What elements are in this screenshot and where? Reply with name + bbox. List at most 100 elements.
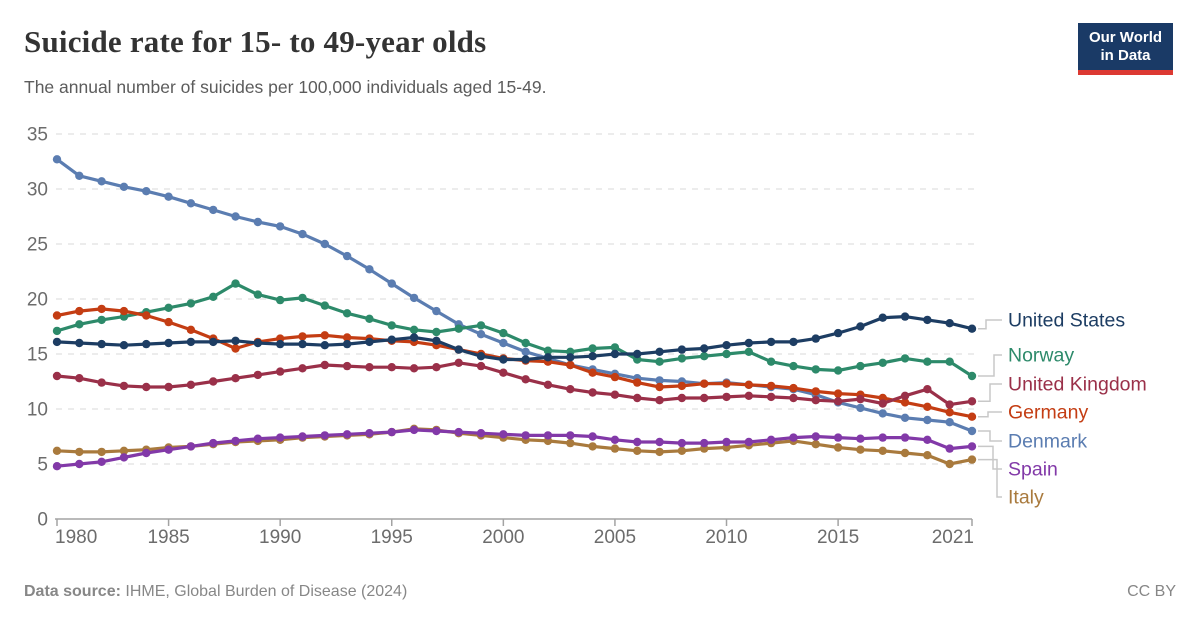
- data-point-denmark[interactable]: [387, 279, 396, 288]
- data-point-united-kingdom[interactable]: [164, 382, 173, 392]
- data-point-norway[interactable]: [543, 346, 553, 355]
- data-point-denmark[interactable]: [476, 330, 486, 339]
- data-point-united-kingdom[interactable]: [275, 367, 285, 376]
- data-point-germany[interactable]: [766, 381, 776, 391]
- data-point-germany[interactable]: [744, 380, 754, 389]
- data-point-italy[interactable]: [923, 451, 932, 460]
- data-point-norway[interactable]: [900, 354, 910, 363]
- data-point-united-states[interactable]: [744, 338, 754, 348]
- data-point-united-kingdom[interactable]: [967, 397, 977, 406]
- data-point-united-states[interactable]: [766, 337, 776, 347]
- line-denmark[interactable]: [55, 157, 974, 433]
- data-point-denmark[interactable]: [365, 265, 374, 274]
- data-point-spain[interactable]: [521, 431, 530, 440]
- data-point-united-kingdom[interactable]: [231, 374, 240, 383]
- data-point-denmark[interactable]: [320, 239, 330, 249]
- data-point-norway[interactable]: [677, 354, 687, 363]
- data-point-norway[interactable]: [789, 361, 798, 371]
- data-point-spain[interactable]: [543, 431, 553, 440]
- data-point-norway[interactable]: [253, 290, 263, 299]
- data-point-italy[interactable]: [97, 447, 106, 457]
- data-point-norway[interactable]: [164, 303, 173, 312]
- data-point-united-kingdom[interactable]: [97, 378, 106, 387]
- data-point-denmark[interactable]: [186, 199, 196, 208]
- data-point-spain[interactable]: [633, 437, 642, 447]
- data-point-united-kingdom[interactable]: [900, 391, 910, 400]
- data-point-spain[interactable]: [164, 445, 173, 454]
- data-point-united-kingdom[interactable]: [476, 361, 486, 371]
- data-point-spain[interactable]: [811, 432, 820, 441]
- data-point-united-kingdom[interactable]: [119, 381, 129, 391]
- data-point-spain[interactable]: [655, 437, 664, 447]
- owid-logo[interactable]: Our World in Data: [1078, 23, 1173, 75]
- data-point-denmark[interactable]: [142, 187, 151, 196]
- data-point-germany[interactable]: [699, 379, 709, 388]
- data-point-germany[interactable]: [75, 306, 84, 316]
- data-point-united-states[interactable]: [142, 339, 151, 349]
- data-point-italy[interactable]: [566, 438, 575, 448]
- data-point-united-kingdom[interactable]: [811, 396, 820, 405]
- data-point-denmark[interactable]: [231, 212, 240, 221]
- data-point-spain[interactable]: [610, 435, 620, 444]
- legend-label-spain[interactable]: Spain: [1008, 459, 1058, 481]
- data-point-spain[interactable]: [119, 453, 129, 462]
- data-point-united-kingdom[interactable]: [588, 388, 597, 397]
- data-point-norway[interactable]: [923, 357, 932, 366]
- data-point-united-states[interactable]: [432, 336, 441, 345]
- data-point-united-kingdom[interactable]: [610, 390, 620, 399]
- data-point-spain[interactable]: [945, 444, 954, 453]
- data-point-denmark[interactable]: [900, 413, 910, 422]
- data-point-denmark[interactable]: [499, 338, 508, 348]
- data-point-united-kingdom[interactable]: [409, 364, 419, 373]
- data-point-norway[interactable]: [476, 321, 486, 330]
- data-point-spain[interactable]: [766, 435, 776, 444]
- data-point-germany[interactable]: [298, 332, 307, 341]
- data-point-united-kingdom[interactable]: [454, 358, 463, 367]
- data-point-germany[interactable]: [945, 408, 954, 417]
- data-point-italy[interactable]: [856, 445, 865, 454]
- license-badge[interactable]: CC BY: [1127, 583, 1176, 600]
- data-point-germany[interactable]: [811, 387, 820, 396]
- data-point-spain[interactable]: [677, 438, 687, 448]
- data-point-spain[interactable]: [298, 432, 307, 441]
- data-point-spain[interactable]: [275, 433, 285, 442]
- data-point-united-kingdom[interactable]: [699, 393, 709, 403]
- data-point-united-states[interactable]: [655, 347, 664, 356]
- data-point-spain[interactable]: [699, 438, 709, 448]
- data-point-norway[interactable]: [298, 293, 307, 303]
- data-point-denmark[interactable]: [342, 251, 352, 261]
- data-point-spain[interactable]: [744, 437, 754, 447]
- data-point-spain[interactable]: [142, 448, 151, 458]
- data-point-norway[interactable]: [454, 324, 463, 333]
- data-point-united-states[interactable]: [566, 353, 575, 362]
- data-point-germany[interactable]: [967, 412, 977, 421]
- data-point-spain[interactable]: [499, 430, 508, 439]
- data-point-united-kingdom[interactable]: [856, 394, 865, 404]
- data-point-united-kingdom[interactable]: [543, 380, 553, 389]
- data-point-denmark[interactable]: [164, 192, 173, 201]
- data-point-united-states[interactable]: [164, 338, 173, 348]
- data-point-norway[interactable]: [365, 314, 374, 323]
- data-point-united-states[interactable]: [722, 341, 731, 350]
- data-point-spain[interactable]: [588, 432, 597, 441]
- data-point-united-kingdom[interactable]: [365, 363, 374, 372]
- data-point-germany[interactable]: [655, 382, 664, 392]
- data-point-italy[interactable]: [655, 447, 664, 457]
- data-point-united-states[interactable]: [342, 339, 352, 349]
- data-point-norway[interactable]: [833, 366, 843, 375]
- data-point-norway[interactable]: [766, 357, 776, 366]
- data-point-norway[interactable]: [499, 328, 508, 338]
- data-point-united-states[interactable]: [610, 349, 620, 359]
- data-point-denmark[interactable]: [432, 306, 441, 316]
- data-point-united-kingdom[interactable]: [298, 364, 307, 373]
- data-point-denmark[interactable]: [409, 293, 419, 303]
- data-point-germany[interactable]: [97, 304, 106, 314]
- data-point-united-states[interactable]: [967, 324, 977, 333]
- data-point-spain[interactable]: [320, 431, 330, 440]
- data-point-denmark[interactable]: [856, 403, 865, 413]
- data-point-united-states[interactable]: [677, 345, 687, 354]
- data-point-spain[interactable]: [923, 435, 932, 444]
- data-point-norway[interactable]: [811, 365, 820, 374]
- data-point-spain[interactable]: [454, 427, 463, 437]
- data-point-united-states[interactable]: [588, 352, 597, 361]
